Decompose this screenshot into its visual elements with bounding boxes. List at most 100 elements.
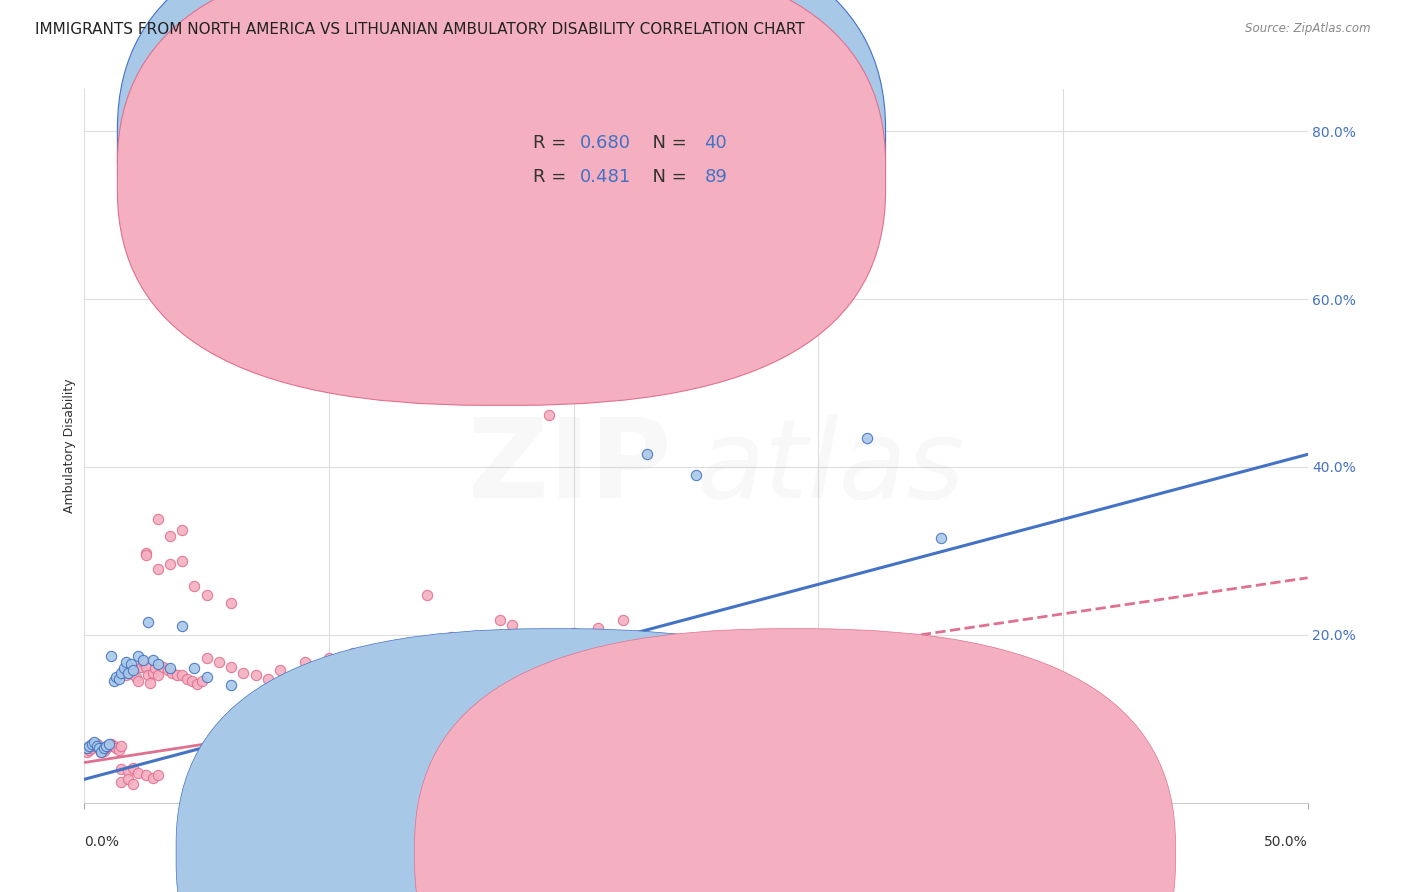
Point (135, 548, 157, 562)
Point (115, 655, 138, 669)
Point (97, 739, 120, 753)
Point (195, 670, 218, 684)
Point (586, 369, 609, 384)
Text: ZIP: ZIP (468, 414, 672, 521)
Point (146, 657, 169, 672)
Point (172, 668, 194, 682)
Point (391, 661, 413, 675)
Point (136, 668, 159, 682)
Point (513, 665, 536, 680)
Point (172, 523, 194, 537)
Point (127, 648, 149, 663)
Point (112, 661, 135, 675)
Point (146, 512, 169, 526)
Point (142, 653, 165, 667)
Point (136, 615, 159, 630)
Text: 50.0%: 50.0% (1264, 835, 1308, 849)
Point (181, 674, 204, 689)
Text: Source: ZipAtlas.com: Source: ZipAtlas.com (1246, 22, 1371, 36)
Point (80, 741, 103, 756)
Point (103, 674, 125, 689)
Point (125, 670, 148, 684)
Point (166, 668, 188, 682)
Point (208, 655, 231, 669)
Point (440, 630, 463, 644)
Point (440, 746, 463, 760)
Point (586, 670, 609, 684)
Point (219, 596, 242, 610)
Point (117, 665, 139, 680)
Point (110, 762, 132, 776)
Point (152, 660, 174, 674)
Point (122, 663, 145, 677)
Point (90, 746, 112, 760)
Point (612, 613, 634, 627)
Point (135, 546, 157, 560)
Point (489, 613, 512, 627)
Point (318, 651, 340, 665)
Point (76, 746, 98, 760)
Text: R =: R = (533, 168, 572, 186)
Point (929, 532, 952, 546)
Point (120, 657, 142, 672)
FancyBboxPatch shape (117, 0, 886, 371)
Point (502, 617, 524, 632)
Point (318, 741, 340, 756)
Point (105, 670, 128, 684)
Point (159, 557, 181, 571)
Point (117, 772, 139, 787)
Point (135, 768, 157, 782)
Point (156, 663, 179, 677)
Point (159, 529, 181, 543)
Point (783, 670, 806, 684)
Point (219, 660, 242, 674)
Point (132, 655, 155, 669)
Point (129, 660, 152, 674)
Point (96, 739, 118, 753)
Point (538, 408, 561, 422)
FancyBboxPatch shape (415, 629, 1175, 892)
Point (142, 665, 165, 680)
Point (132, 653, 155, 667)
Point (159, 661, 181, 675)
Point (294, 739, 316, 753)
Point (232, 665, 254, 680)
Point (93, 744, 115, 758)
Point (245, 747, 267, 761)
Point (342, 646, 364, 660)
Point (186, 676, 208, 690)
Point (294, 655, 316, 669)
Point (110, 739, 132, 753)
Point (83, 739, 105, 753)
Point (127, 674, 149, 689)
Point (162, 665, 184, 680)
Point (87, 741, 110, 756)
Point (117, 663, 139, 677)
Text: N =: N = (641, 134, 692, 152)
Point (86, 739, 108, 753)
Point (83, 735, 105, 749)
Text: 89: 89 (704, 168, 727, 186)
Point (245, 788, 267, 802)
Point (120, 661, 142, 675)
Text: 40: 40 (704, 134, 727, 152)
Point (195, 588, 218, 602)
Text: 0.481: 0.481 (579, 168, 631, 186)
Point (110, 774, 132, 789)
Point (122, 760, 145, 774)
Point (146, 768, 169, 782)
Point (115, 668, 138, 682)
Point (117, 764, 139, 778)
Point (96, 741, 118, 756)
Point (103, 739, 125, 753)
Point (1052, 788, 1074, 802)
Point (76, 741, 98, 756)
Point (464, 630, 486, 644)
Text: N =: N = (641, 168, 692, 186)
Point (562, 626, 585, 640)
Point (191, 674, 214, 689)
Point (100, 737, 122, 751)
Text: atlas: atlas (696, 414, 965, 521)
Point (100, 648, 122, 663)
Point (586, 621, 609, 635)
